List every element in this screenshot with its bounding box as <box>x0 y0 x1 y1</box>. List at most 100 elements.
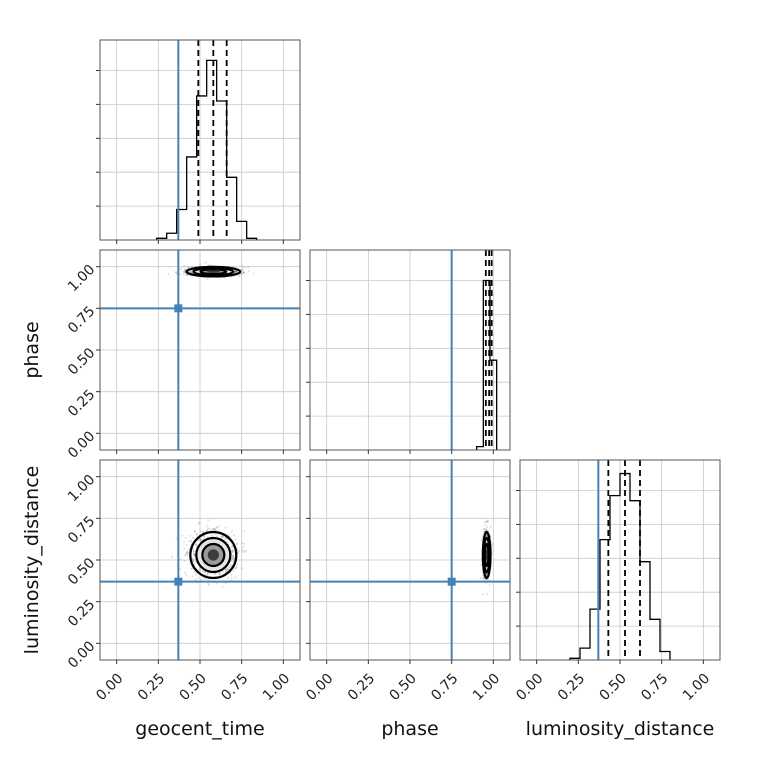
density-fill-3 <box>207 549 219 561</box>
contour-1 <box>195 536 232 574</box>
scatter-point <box>227 540 230 543</box>
scatter-point <box>234 538 237 541</box>
x-axis-label-phase: phase <box>381 718 438 740</box>
scatter-point <box>232 554 235 557</box>
scatter-point <box>190 271 193 274</box>
scatter-point <box>194 542 197 545</box>
scatter-point <box>218 573 221 576</box>
scatter-point <box>226 568 229 571</box>
scatter-point <box>205 529 208 532</box>
scatter-point <box>242 266 245 269</box>
scatter-point <box>198 521 201 524</box>
scatter-point <box>203 535 206 538</box>
scatter-point <box>237 551 240 554</box>
scatter-point <box>218 572 221 575</box>
scatter-point <box>237 549 240 552</box>
scatter-point <box>483 520 486 523</box>
scatter-point <box>485 533 488 536</box>
density-fill-3 <box>485 549 488 561</box>
scatter-point <box>241 269 244 272</box>
scatter-point <box>235 565 238 568</box>
x-tick-label: 0.00 <box>303 671 336 704</box>
scatter-point <box>220 535 223 538</box>
scatter-point <box>238 550 241 553</box>
scatter-point <box>243 550 246 553</box>
scatter-point <box>485 521 488 524</box>
scatter-point <box>179 558 182 561</box>
scatter-point <box>226 567 229 570</box>
scatter-point <box>203 536 206 539</box>
scatter-point <box>211 527 214 530</box>
scatter-point <box>232 569 235 572</box>
scatter-point <box>206 573 209 576</box>
scatter-point <box>231 545 234 548</box>
scatter-point <box>201 570 204 573</box>
scatter-point <box>230 564 233 567</box>
truth-marker <box>174 577 183 586</box>
scatter-point <box>230 558 233 561</box>
scatter-point <box>199 567 202 570</box>
scatter-point <box>485 534 488 537</box>
panel-phase-vs-geocent_time: 0.00 0.25 0.50 0.75 1.00 <box>65 249 301 462</box>
x-tick-label: 0.50 <box>387 671 420 704</box>
scatter-point <box>235 567 238 570</box>
scatter-point <box>197 568 200 571</box>
density-fill-3 <box>206 270 220 273</box>
scatter-point <box>231 557 234 560</box>
scatter-point <box>236 563 239 566</box>
scatter-point <box>220 536 223 539</box>
scatter-point <box>194 562 197 565</box>
scatter-point <box>175 537 178 540</box>
scatter-point <box>480 563 483 566</box>
scatter-point <box>485 528 488 531</box>
scatter-point <box>247 266 250 269</box>
x-tick-label: 0.75 <box>638 671 671 704</box>
scatter-point <box>192 553 195 556</box>
scatter-point <box>175 271 178 274</box>
scatter-point <box>192 549 195 552</box>
scatter-point <box>234 576 237 579</box>
y-tick-label: 0.75 <box>65 303 98 336</box>
contour-0 <box>185 265 242 278</box>
scatter-point <box>487 529 490 532</box>
scatter-point <box>187 539 190 542</box>
scatter-point <box>240 272 243 275</box>
x-tick-label: 0.75 <box>218 671 251 704</box>
y-tick-label: 0.50 <box>65 345 98 378</box>
histogram-luminosity_distance <box>569 472 671 660</box>
scatter-point <box>207 582 210 585</box>
scatter-point <box>222 535 225 538</box>
y-tick-label: 1.00 <box>65 262 98 295</box>
scatter-point <box>230 574 233 577</box>
scatter-point <box>489 525 492 528</box>
scatter-point <box>200 578 203 581</box>
contour-1 <box>192 267 235 277</box>
x-tick-label: 0.25 <box>135 671 168 704</box>
scatter-point <box>221 586 224 589</box>
scatter-point <box>234 270 237 273</box>
density-geocent_time-phase <box>167 261 255 281</box>
scatter-point <box>174 271 177 274</box>
histogram-geocent_time <box>156 59 258 240</box>
scatter-point <box>193 552 196 555</box>
scatter-point <box>216 535 219 538</box>
scatter-point <box>252 272 255 275</box>
scatter-point <box>190 567 193 570</box>
scatter-point <box>184 554 187 557</box>
scatter-point <box>242 271 245 274</box>
scatter-point <box>482 527 485 530</box>
scatter-point <box>197 576 200 579</box>
scatter-point <box>185 543 188 546</box>
scatter-point <box>192 554 195 557</box>
scatter-point <box>224 537 227 540</box>
scatter-point <box>241 268 244 271</box>
y-axis-label-luminosity-distance: luminosity_distance <box>21 466 43 655</box>
scatter-point <box>479 577 482 580</box>
scatter-point <box>242 270 245 273</box>
scatter-point <box>207 519 210 522</box>
x-tick-label: 0.00 <box>93 671 126 704</box>
scatter-point <box>227 568 230 571</box>
scatter-point <box>186 550 189 553</box>
scatter-point <box>224 526 227 529</box>
scatter-point <box>221 535 224 538</box>
